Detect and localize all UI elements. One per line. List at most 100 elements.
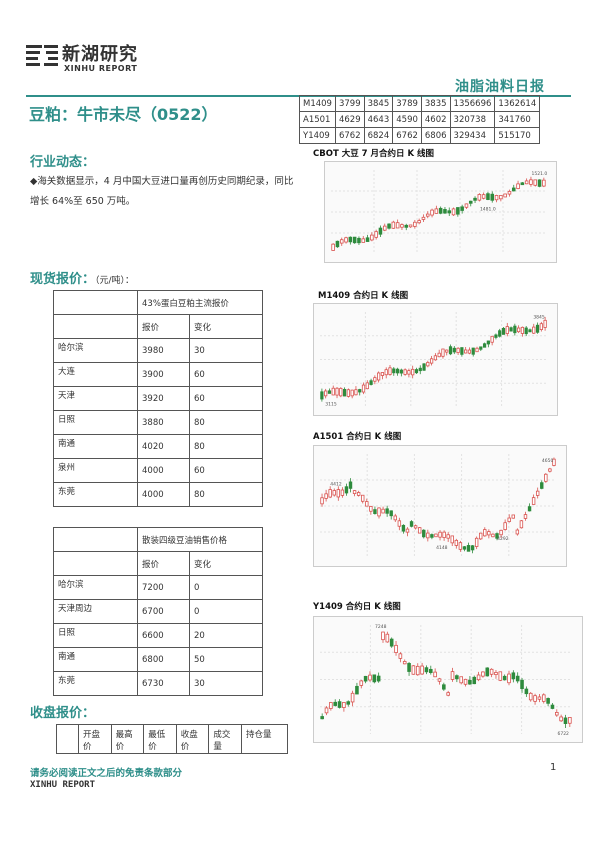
quote-cell: 4590 — [392, 111, 422, 128]
candle-body — [363, 675, 368, 682]
candle-body — [476, 674, 481, 681]
news-text: ◆海关数据显示，4 月中国大豆进口量再创历史同期纪录，同比增长 64%至 650… — [30, 176, 294, 207]
candle-body — [475, 347, 479, 353]
candle-body — [491, 533, 495, 538]
spot-heading: 现货报价：（元/吨）： — [30, 268, 134, 287]
candle-body — [505, 326, 509, 334]
candle-body — [384, 369, 388, 376]
candle-body — [498, 671, 503, 681]
candle-body — [437, 352, 441, 358]
cell-price: 6700 — [137, 599, 190, 624]
candle-body — [482, 343, 487, 348]
candle-body — [511, 514, 515, 519]
close-col-header: 最低价 — [143, 724, 177, 754]
quote-cell: 6806 — [420, 127, 451, 144]
candle-body — [537, 179, 542, 187]
quote-cell: 4602 — [420, 111, 451, 128]
candle-body — [468, 200, 473, 204]
candle-body — [327, 390, 332, 394]
price-label: 4412 — [330, 481, 342, 487]
candle-body — [372, 674, 377, 683]
candle-body — [425, 213, 430, 217]
candle-body — [374, 231, 378, 238]
candle-body — [389, 638, 394, 647]
candle-body — [520, 679, 524, 690]
candle-body — [454, 539, 459, 546]
report-type: 油脂油料日报 — [455, 79, 545, 95]
candle-body — [515, 675, 520, 682]
candle-body — [359, 680, 364, 686]
cell-city: 天津周边 — [53, 599, 138, 624]
candle-body — [446, 692, 450, 696]
candle-body — [324, 493, 328, 499]
kline-m1409: 3845 3115 — [320, 312, 547, 408]
candle-body — [370, 234, 374, 241]
candle-body — [426, 532, 430, 539]
candle-body — [470, 545, 475, 551]
quote-cell: 6762 — [334, 127, 365, 144]
candle-body — [468, 679, 472, 685]
candle-body — [479, 346, 483, 350]
candle-body — [414, 369, 419, 374]
table-row: 日照 6600 20 — [53, 623, 263, 648]
candle-body — [524, 327, 528, 335]
candle-body — [377, 372, 381, 381]
candle-body — [460, 347, 464, 355]
candle-body — [417, 220, 421, 224]
candle-body — [381, 631, 385, 641]
candle-body — [380, 372, 385, 376]
candle-body — [447, 210, 452, 214]
candle-body — [481, 194, 486, 199]
candle-body — [357, 237, 361, 244]
candle-body — [348, 481, 353, 489]
news-heading: 行业动态： — [30, 155, 96, 170]
candle-body — [434, 208, 439, 214]
candle-body — [531, 497, 536, 505]
table-corner — [53, 314, 138, 339]
candle-body — [376, 675, 381, 682]
candle-body — [460, 206, 464, 211]
candle-body — [434, 533, 438, 538]
candle-body — [433, 671, 437, 678]
candle-body — [483, 529, 487, 537]
cell-change: 0 — [189, 575, 263, 600]
candle-body — [385, 633, 390, 643]
candle-body — [355, 685, 359, 695]
table-row: 天津 3920 60 — [53, 386, 263, 411]
candle-body — [415, 665, 420, 676]
candle-body — [479, 532, 483, 540]
footer-brand: XINHU REPORT — [30, 780, 96, 790]
candle-body — [451, 208, 456, 216]
cell-change: 0 — [189, 599, 263, 624]
candle-body — [489, 668, 494, 675]
candle-body — [503, 522, 507, 530]
chart-title-cbot: CBOT 大豆 7 月合约日 K 线图 — [313, 149, 435, 159]
cell-city: 南通 — [53, 434, 138, 459]
candle-body — [382, 225, 387, 231]
company-logo: 新湖研究 XINHU REPORT — [26, 40, 156, 76]
candle-body — [344, 486, 349, 494]
candle-body — [528, 329, 532, 333]
close-col-header: 开盘价 — [78, 724, 112, 754]
candle-body — [445, 349, 449, 353]
cell-city: 泉州 — [53, 458, 138, 483]
cell-price: 3920 — [137, 386, 190, 411]
quote-cell: 1362614 — [494, 95, 541, 112]
quote-cell: 3799 — [334, 95, 365, 112]
candle-body — [458, 542, 463, 550]
candle-body — [420, 665, 424, 675]
table-row: 大连 3900 60 — [53, 362, 263, 387]
table-row: 哈尔滨 3980 30 — [53, 338, 263, 363]
candle-body — [486, 193, 490, 200]
candle-body — [369, 506, 373, 512]
candle-body — [517, 327, 521, 333]
table-row: 泉州 4000 60 — [53, 458, 263, 483]
candle-body — [544, 473, 548, 482]
candle-body — [528, 692, 533, 701]
candle-body — [527, 506, 532, 512]
candle-body — [348, 236, 353, 243]
header-divider — [26, 95, 571, 97]
candle-body — [373, 377, 377, 382]
candle-body — [507, 517, 511, 522]
candle-body — [513, 325, 517, 334]
